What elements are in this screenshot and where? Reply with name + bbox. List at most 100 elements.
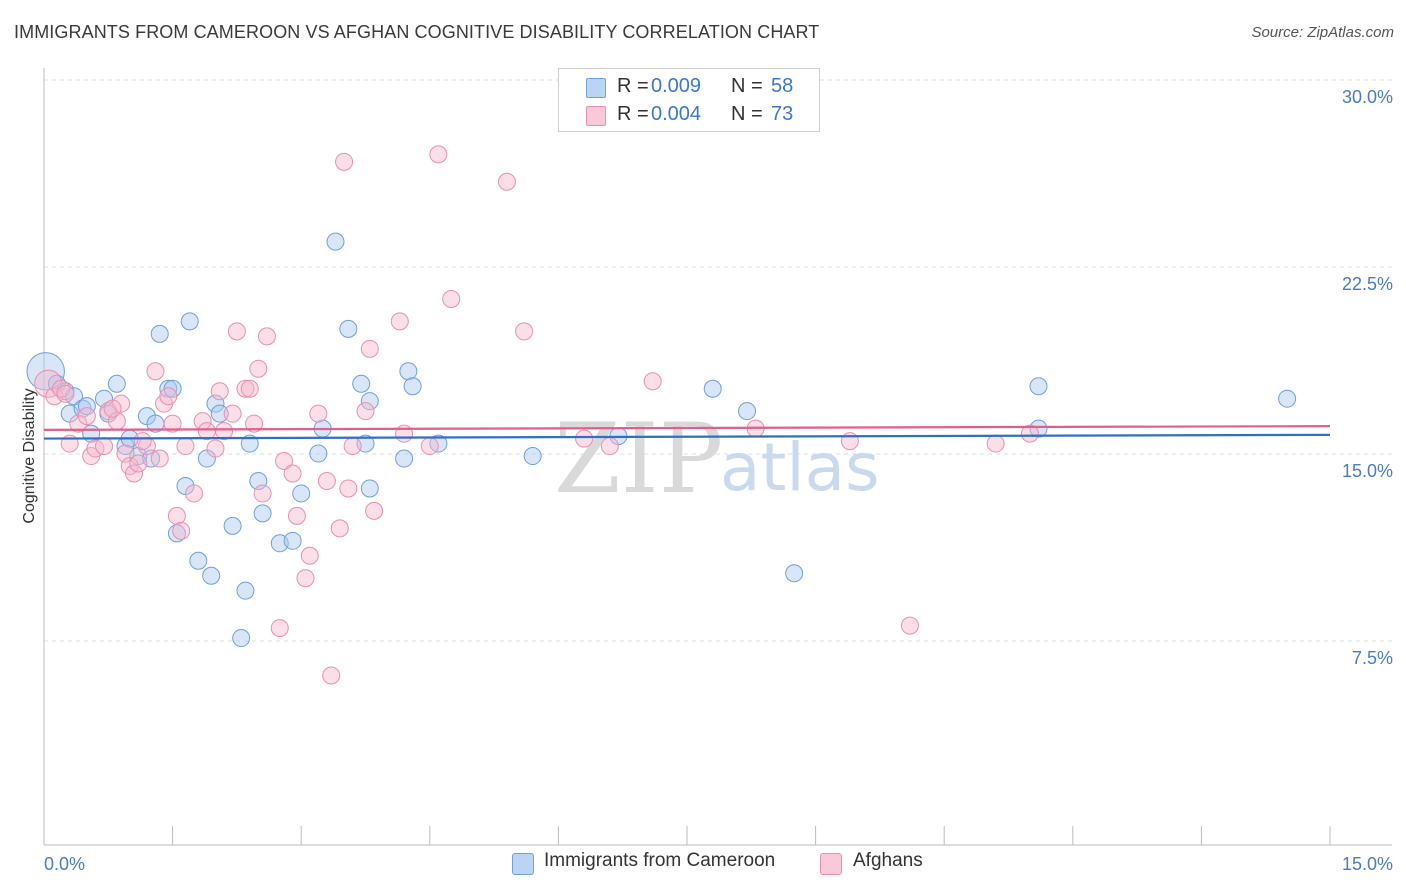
- afghan-point: [176, 437, 195, 456]
- cameroon-point: [360, 392, 379, 411]
- axis-layer: 7.5% 15.0% 22.5% 30.0% 0.0% 15.0%: [43, 68, 1393, 874]
- afghan-point: [146, 362, 165, 381]
- afghan-point: [95, 437, 114, 456]
- afghan-point: [159, 387, 178, 406]
- watermark-zip: ZIP: [554, 403, 723, 515]
- y-tick-label: 22.5%: [1342, 274, 1393, 294]
- cameroon-point: [223, 516, 242, 535]
- series-swatch-afghans: [820, 853, 842, 875]
- afghan-point: [150, 449, 169, 468]
- legend-swatch-pink: [586, 106, 606, 126]
- cameroon-point: [523, 447, 542, 466]
- y-axis-label: Cognitive Disability: [21, 388, 38, 523]
- afghan-point: [365, 501, 384, 520]
- afghan-point: [395, 424, 414, 443]
- afghan-point: [129, 454, 148, 473]
- afghan-point: [575, 429, 594, 448]
- afghan-point: [56, 384, 75, 403]
- series-legend: Immigrants from Cameroon Afghans: [0, 850, 1406, 880]
- legend-row-cameroon: R = 0.009 N = 58: [559, 73, 819, 101]
- cameroon-point: [352, 374, 371, 393]
- cameroon-point: [232, 629, 251, 648]
- afghan-point: [442, 289, 461, 308]
- afghan-point: [309, 404, 328, 423]
- afghan-point: [112, 394, 131, 413]
- afghan-point: [300, 546, 319, 565]
- series-label-afghans: Afghans: [853, 850, 923, 871]
- cameroon-trend-line: [43, 433, 1331, 440]
- afghan-point: [103, 399, 122, 418]
- afghan-point: [172, 521, 191, 540]
- legend-swatch-blue: [586, 78, 606, 98]
- afghan-point: [390, 312, 409, 331]
- cameroon-point: [1029, 377, 1048, 396]
- afghan-point: [240, 379, 259, 398]
- cameroon-point: [403, 377, 422, 396]
- cameroon-point: [399, 362, 418, 381]
- watermark-atlas: atlas: [720, 429, 880, 506]
- watermark: ZIP atlas: [554, 403, 880, 515]
- afghan-point: [45, 387, 64, 406]
- cameroon-point: [309, 444, 328, 463]
- grid-layer: [44, 79, 1392, 642]
- chart-title: IMMIGRANTS FROM CAMEROON VS AFGHAN COGNI…: [14, 22, 820, 42]
- afghan-point: [227, 322, 246, 341]
- afghan-point: [245, 414, 264, 433]
- afghan-point: [125, 464, 144, 483]
- afghan-point: [249, 359, 268, 378]
- cameroon-point: [26, 352, 65, 391]
- afghan-point: [185, 484, 204, 503]
- cameroon-point: [159, 379, 178, 398]
- afghan-point: [275, 452, 294, 471]
- legend-r-value: 0.004: [651, 103, 702, 125]
- cameroon-point: [202, 566, 221, 585]
- cameroon-point: [283, 531, 302, 550]
- afghan-point: [210, 382, 229, 401]
- afghan-point: [317, 471, 336, 490]
- cameroon-point: [785, 564, 804, 583]
- cameroon-point: [236, 581, 255, 600]
- cameroon-point: [738, 402, 757, 421]
- cameroon-point: [210, 404, 229, 423]
- afghan-point: [77, 407, 96, 426]
- afghan-point: [236, 379, 255, 398]
- cameroon-point: [360, 479, 379, 498]
- legend-n-label: N =: [731, 103, 763, 125]
- x-tick-label-max: 15.0%: [1342, 854, 1393, 874]
- afghan-point: [34, 369, 63, 398]
- legend-r-label: R =: [617, 75, 649, 97]
- cameroon-point: [339, 319, 358, 338]
- cameroon-point: [180, 312, 199, 331]
- afghan-point: [429, 145, 448, 164]
- cameroon-point: [150, 324, 169, 343]
- series-swatch-cameroon: [512, 853, 534, 875]
- series-label-cameroon: Immigrants from Cameroon: [544, 850, 776, 871]
- cameroon-point: [395, 449, 414, 468]
- afghan-point: [330, 519, 349, 538]
- afghan-point: [343, 437, 362, 456]
- y-tick-label: 15.0%: [1342, 461, 1393, 481]
- afghan-point: [287, 506, 306, 525]
- afghan-point: [283, 464, 302, 483]
- legend-n-label: N =: [731, 75, 763, 97]
- afghan-point: [257, 327, 276, 346]
- afghan-point: [356, 402, 375, 421]
- trend-layer: [43, 425, 1331, 440]
- afghan-point: [420, 437, 439, 456]
- cameroon-point: [77, 397, 96, 416]
- afghan-point: [253, 484, 272, 503]
- afghan-point: [163, 414, 182, 433]
- afghan-point: [322, 666, 341, 685]
- afghan-point: [223, 404, 242, 423]
- cameroon-point: [1029, 419, 1048, 438]
- afghan-point: [206, 439, 225, 458]
- afghan-point: [215, 422, 234, 441]
- afghan-point: [515, 322, 534, 341]
- afghan-point: [643, 372, 662, 391]
- afghan-point: [335, 152, 354, 171]
- cameroon-point: [189, 551, 208, 570]
- afghan-point: [900, 616, 919, 635]
- afghan-point: [497, 172, 516, 191]
- afghan-point: [270, 619, 289, 638]
- legend-n-value: 58: [771, 75, 794, 97]
